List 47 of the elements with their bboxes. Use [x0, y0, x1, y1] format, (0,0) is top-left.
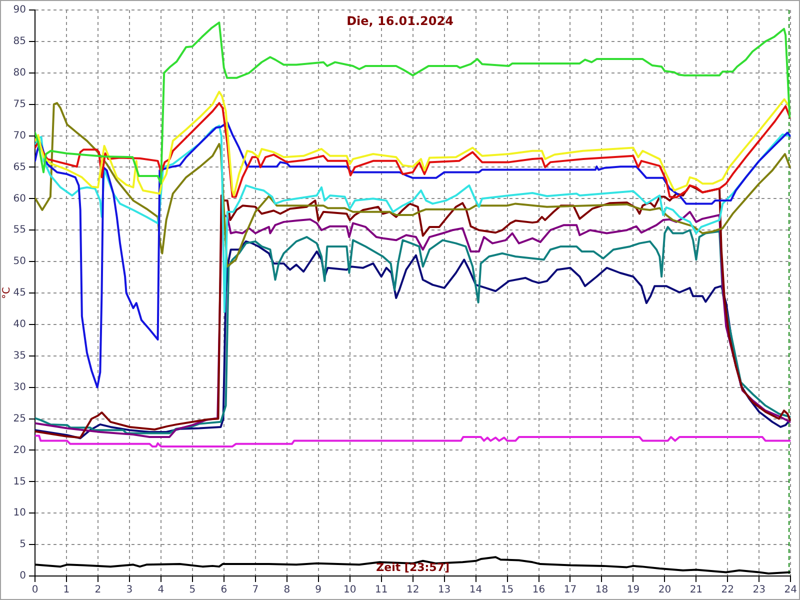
x-tick-label: 6: [220, 584, 228, 596]
x-tick-label: 8: [284, 584, 290, 596]
x-tick-label: 10: [343, 584, 356, 596]
y-tick-label: 85: [13, 36, 26, 48]
y-tick-label: 50: [13, 256, 26, 268]
y-tick-label: 65: [13, 162, 26, 173]
y-tick-label: 60: [13, 193, 26, 204]
y-tick-label: 90: [13, 4, 26, 16]
y-tick-label: 20: [13, 444, 26, 456]
x-tick-label: 13: [438, 584, 451, 596]
x-tick-label: 5: [189, 584, 196, 596]
y-tick-label: 55: [13, 224, 26, 236]
y-tick-label: 70: [13, 130, 26, 142]
y-tick-label: 0: [20, 570, 26, 582]
y-tick-label: 40: [13, 319, 26, 330]
y-tick-label: 45: [13, 288, 26, 299]
x-tick-label: 16: [532, 584, 546, 596]
x-tick-label: 3: [126, 584, 133, 596]
x-tick-label: 9: [315, 584, 322, 596]
y-axis-title: °C: [2, 286, 13, 299]
y-tick-label: 10: [13, 508, 26, 519]
x-tick-label: 24: [784, 584, 798, 596]
y-tick-label: 15: [13, 476, 26, 488]
y-tick-label: 5: [20, 539, 26, 550]
x-tick-label: 15: [500, 584, 514, 596]
x-tick-label: 12: [406, 584, 420, 596]
y-tick-label: 25: [13, 413, 26, 424]
x-tick-label: 4: [158, 584, 164, 596]
x-tick-label: 20: [658, 584, 672, 596]
x-tick-label: 18: [595, 584, 608, 596]
x-tick-label: 0: [32, 584, 38, 596]
x-tick-label: 7: [252, 584, 259, 596]
y-tick-label: 75: [13, 98, 26, 110]
y-tick-label: 80: [13, 67, 26, 78]
x-tick-label: 2: [94, 584, 102, 596]
x-tick-label: 14: [469, 584, 482, 596]
x-tick-label: 1: [63, 584, 70, 596]
x-tick-label: 23: [752, 584, 766, 596]
x-tick-label: 21: [690, 584, 703, 596]
x-tick-label: 19: [626, 584, 640, 596]
y-tick-label: 30: [13, 382, 26, 393]
y-tick-label: 35: [13, 350, 26, 362]
x-tick-label: 11: [374, 584, 388, 596]
x-tick-label: 17: [564, 584, 577, 596]
chart-title: Die, 16.01.2024: [346, 14, 454, 28]
x-axis-title: Zeit [23:57]: [376, 560, 450, 574]
x-tick-label: 22: [721, 584, 734, 596]
